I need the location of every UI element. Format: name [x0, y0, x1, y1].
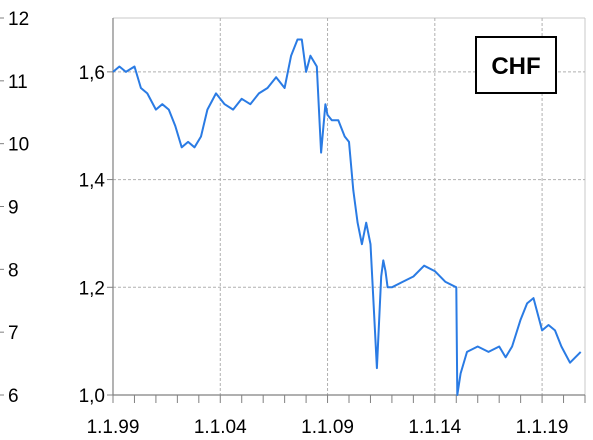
- y-inner-tick-label: 1,2: [79, 278, 105, 299]
- y-inner-tick-label: 1,6: [79, 63, 105, 84]
- x-axis-ticks: 1.1.99 1.1.04 1.1.09 1.1.14 1.1.19: [87, 395, 586, 438]
- y-inner-tick-label: 1,0: [79, 386, 105, 407]
- y-outer-tick-label: 10: [8, 135, 29, 156]
- x-tick-label: 1.1.14: [408, 417, 461, 438]
- series-line-group: [112, 38, 582, 396]
- currency-label-box: CHF: [475, 36, 557, 94]
- x-tick-label: 1.1.04: [194, 417, 247, 438]
- y-outer-tick-label: 11: [8, 72, 28, 93]
- y-outer-tick-label: 9: [8, 198, 19, 219]
- y-inner-tick-label: 1,4: [79, 171, 106, 192]
- y-outer-tick-label: 7: [8, 323, 19, 344]
- y-outer-tick-label: 6: [8, 386, 19, 407]
- x-tick-label: 1.1.09: [301, 417, 354, 438]
- x-tick-label: 1.1.99: [87, 417, 140, 438]
- y-outer-tick-label: 12: [8, 9, 29, 30]
- y-axis-outer-ticks: 6 7 8 9 10 11 12: [0, 9, 29, 407]
- currency-label-text: CHF: [491, 53, 540, 80]
- y-outer-tick-label: 8: [8, 260, 19, 281]
- x-tick-label: 1.1.19: [516, 417, 569, 438]
- chf-series-line: [112, 38, 582, 396]
- currency-label-frame: [475, 36, 557, 94]
- y-axis-inner-ticks: 1,0 1,2 1,4 1,6: [79, 63, 113, 407]
